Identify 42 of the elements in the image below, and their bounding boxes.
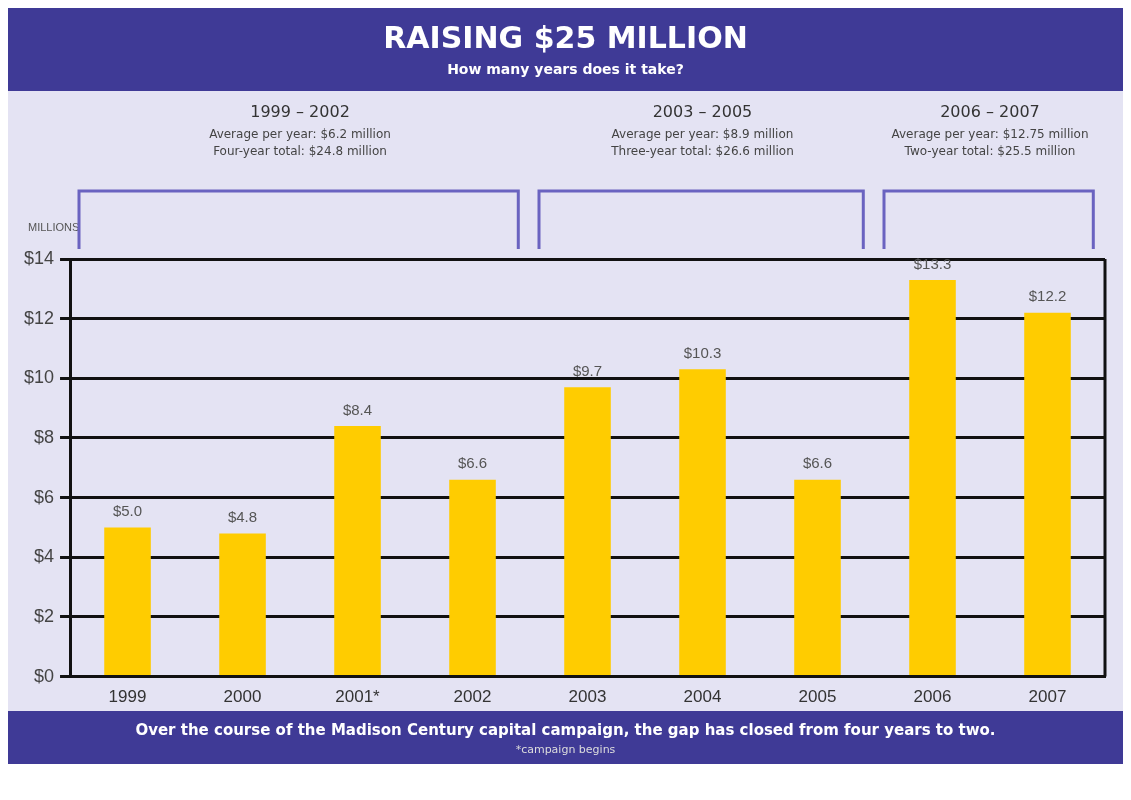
- bar: [219, 533, 266, 676]
- bar: [794, 479, 841, 676]
- text: 1999 – 2002 Average per year: $6.2 million Four-year total: $24.8 million: [208, 102, 392, 160]
- x-tick-label: 2001*: [335, 687, 381, 707]
- data-label: $8.4: [342, 400, 373, 418]
- bar: [564, 387, 611, 676]
- data-label: $10.3: [683, 344, 722, 362]
- x-tick-label: 2005: [798, 687, 837, 707]
- bar: [104, 527, 151, 676]
- x-tick-label: 2000: [223, 687, 262, 707]
- data-label: $5.0: [112, 502, 143, 520]
- text: Over the course of the Madison Century capital campaign, the gap has closed from four years to two.: [134, 721, 997, 739]
- x-tick-label: 2007: [1028, 687, 1067, 707]
- data-label: $9.7: [572, 361, 603, 379]
- text: 2003 – 2005 Average per year: $8.9 million Three-year total: $26.6 million: [610, 102, 795, 160]
- text: *campaign begins: [514, 743, 617, 756]
- chart-title: RAISING $25 MILLION: [382, 20, 749, 55]
- chart-subtitle: How many years does it take?: [446, 61, 685, 77]
- x-tick-label: 2004: [683, 687, 722, 707]
- y-tick-label: $0: [34, 665, 55, 686]
- data-label: $6.6: [457, 454, 488, 472]
- x-tick-label: 2003: [568, 687, 607, 707]
- x-tick-label: 2002: [453, 687, 492, 707]
- y-tick-label: $8: [34, 426, 55, 447]
- y-tick-label: $10: [23, 367, 55, 388]
- data-label: $6.6: [802, 454, 833, 472]
- bar: [334, 426, 381, 676]
- y-tick-label: $12: [23, 307, 55, 328]
- x-tick-label: 2006: [913, 687, 952, 707]
- x-tick-label: 1999: [108, 687, 147, 707]
- text: 2006 – 2007 Average per year: $12.75 million Two-year total: $25.5 million: [890, 102, 1090, 160]
- y-axis-title: MILLIONS: [28, 220, 80, 233]
- bar: [909, 279, 956, 676]
- y-tick-label: $14: [23, 247, 55, 268]
- y-tick-label: $2: [34, 605, 55, 626]
- bar: [1024, 312, 1071, 676]
- y-tick-label: $6: [34, 486, 55, 507]
- data-label: $12.2: [1028, 287, 1067, 305]
- y-tick-label: $4: [34, 546, 55, 567]
- bar: [679, 369, 726, 676]
- data-label: $4.8: [227, 508, 258, 526]
- bar: [449, 479, 496, 676]
